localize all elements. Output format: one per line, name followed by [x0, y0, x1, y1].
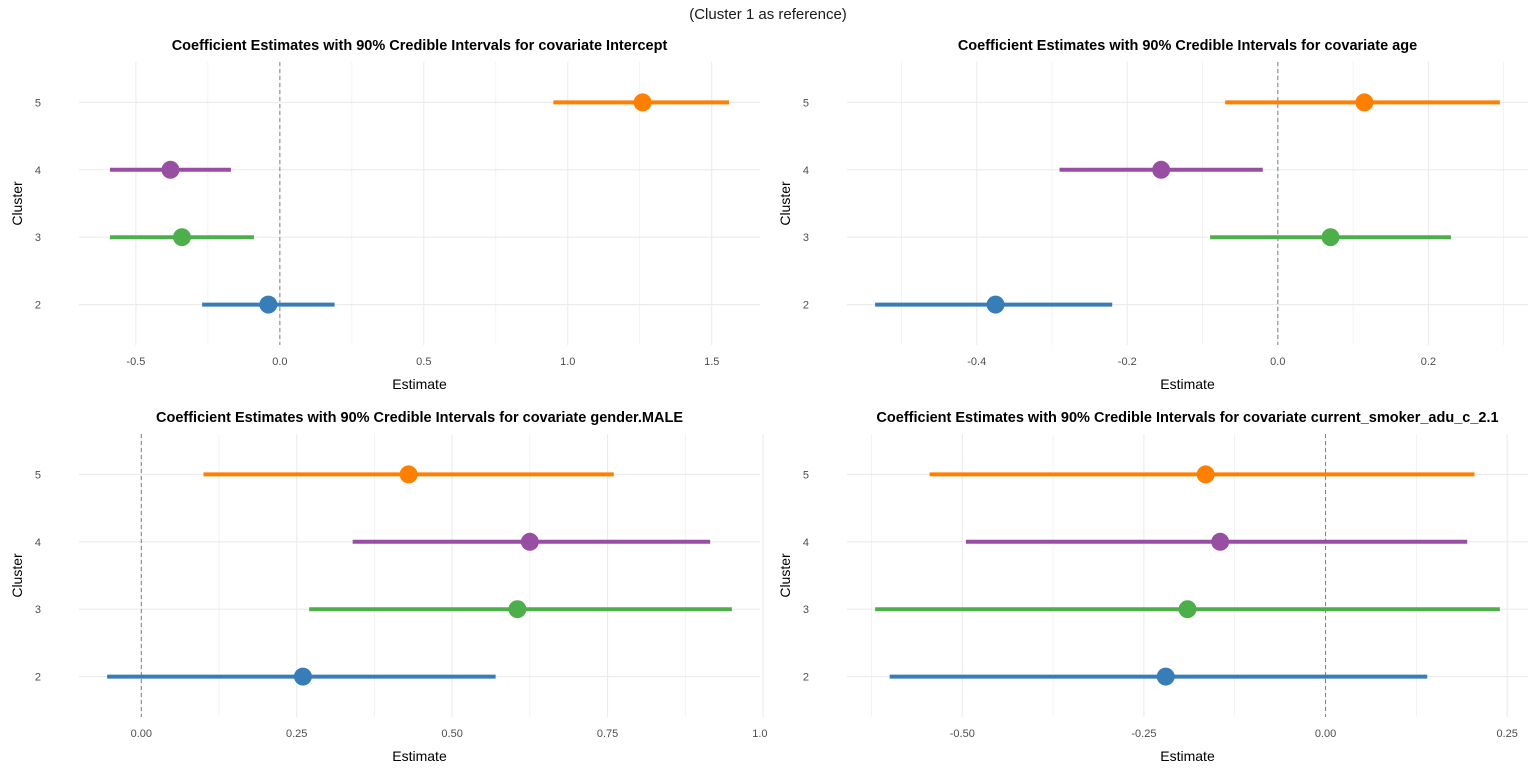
- x-tick-label: -0.50: [950, 728, 975, 740]
- x-tick-label: -0.4: [967, 356, 986, 368]
- estimate-point-cluster-5: [399, 465, 418, 484]
- y-tick-label: 4: [35, 165, 41, 177]
- estimate-point-cluster-3: [508, 600, 527, 619]
- panel-age: Coefficient Estimates with 90% Credible …: [768, 30, 1536, 402]
- y-tick-label: 3: [35, 604, 41, 616]
- y-tick-label: 5: [35, 469, 41, 481]
- estimate-point-cluster-5: [633, 93, 652, 112]
- x-tick-label: 1.0: [560, 356, 575, 368]
- y-tick-label: 4: [803, 165, 809, 177]
- estimate-point-cluster-3: [1321, 228, 1340, 247]
- estimate-point-cluster-5: [1196, 465, 1215, 484]
- y-axis-label: Cluster: [9, 181, 25, 226]
- figure-title: (Cluster 1 as reference): [689, 6, 847, 23]
- x-tick-label: 1.5: [704, 356, 719, 368]
- gridlines: [847, 434, 1528, 717]
- estimate-point-cluster-4: [520, 532, 539, 551]
- x-tick-label: 0.75: [597, 728, 618, 740]
- chart-title: Coefficient Estimates with 90% Credible …: [876, 410, 1498, 426]
- gridlines: [79, 434, 764, 717]
- x-tick-label: 0.00: [1315, 728, 1336, 740]
- x-axis-label: Estimate: [1160, 748, 1215, 764]
- estimate-point-cluster-4: [161, 160, 180, 179]
- y-axis-label: Cluster: [9, 553, 25, 598]
- estimate-point-cluster-3: [1178, 600, 1197, 619]
- x-tick-label: 0.25: [1496, 728, 1517, 740]
- x-tick-label: 0.2: [1421, 356, 1436, 368]
- x-tick-label: -0.25: [1131, 728, 1156, 740]
- y-tick-label: 4: [803, 537, 809, 549]
- x-axis-label: Estimate: [1160, 376, 1215, 392]
- chart-svg: Coefficient Estimates with 90% Credible …: [777, 410, 1528, 764]
- x-axis-label: Estimate: [392, 748, 447, 764]
- chart-title: Coefficient Estimates with 90% Credible …: [958, 38, 1417, 54]
- y-tick-label: 3: [803, 232, 809, 244]
- y-tick-label: 2: [803, 672, 809, 684]
- chart-svg: Coefficient Estimates with 90% Credible …: [9, 410, 768, 764]
- y-tick-label: 2: [35, 300, 41, 312]
- estimate-point-cluster-2: [1156, 667, 1175, 686]
- x-tick-label: 0.00: [131, 728, 152, 740]
- x-tick-label: 0.5: [416, 356, 431, 368]
- chart-title: Coefficient Estimates with 90% Credible …: [156, 410, 683, 426]
- x-tick-label: -0.2: [1118, 356, 1137, 368]
- estimate-point-cluster-2: [986, 295, 1005, 314]
- gridlines: [847, 62, 1528, 345]
- estimate-point-cluster-5: [1355, 93, 1374, 112]
- y-axis-label: Cluster: [777, 553, 793, 598]
- chart-title: Coefficient Estimates with 90% Credible …: [172, 38, 668, 54]
- panel-intercept: Coefficient Estimates with 90% Credible …: [0, 30, 768, 402]
- panel-current-smoker: Coefficient Estimates with 90% Credible …: [768, 402, 1536, 774]
- y-tick-label: 4: [35, 537, 41, 549]
- y-tick-label: 5: [803, 97, 809, 109]
- chart-svg: Coefficient Estimates with 90% Credible …: [777, 38, 1528, 392]
- panel-gender-male: Coefficient Estimates with 90% Credible …: [0, 402, 768, 774]
- gridlines: [79, 62, 760, 345]
- y-tick-label: 2: [35, 672, 41, 684]
- x-axis-label: Estimate: [392, 376, 447, 392]
- x-tick-label: 0.0: [272, 356, 287, 368]
- y-tick-label: 3: [803, 604, 809, 616]
- estimate-point-cluster-2: [293, 667, 312, 686]
- y-tick-label: 2: [803, 300, 809, 312]
- y-axis-label: Cluster: [777, 181, 793, 226]
- x-tick-label: 1.00: [752, 728, 768, 740]
- estimate-point-cluster-2: [259, 295, 278, 314]
- estimate-point-cluster-4: [1211, 532, 1230, 551]
- y-tick-label: 5: [35, 97, 41, 109]
- chart-svg: Coefficient Estimates with 90% Credible …: [9, 38, 760, 392]
- x-tick-label: 0.25: [286, 728, 307, 740]
- y-tick-label: 5: [803, 469, 809, 481]
- estimate-point-cluster-3: [172, 228, 191, 247]
- x-tick-label: -0.5: [126, 356, 145, 368]
- estimate-point-cluster-4: [1152, 160, 1171, 179]
- y-tick-label: 3: [35, 232, 41, 244]
- x-tick-label: 0.0: [1270, 356, 1285, 368]
- x-tick-label: 0.50: [441, 728, 462, 740]
